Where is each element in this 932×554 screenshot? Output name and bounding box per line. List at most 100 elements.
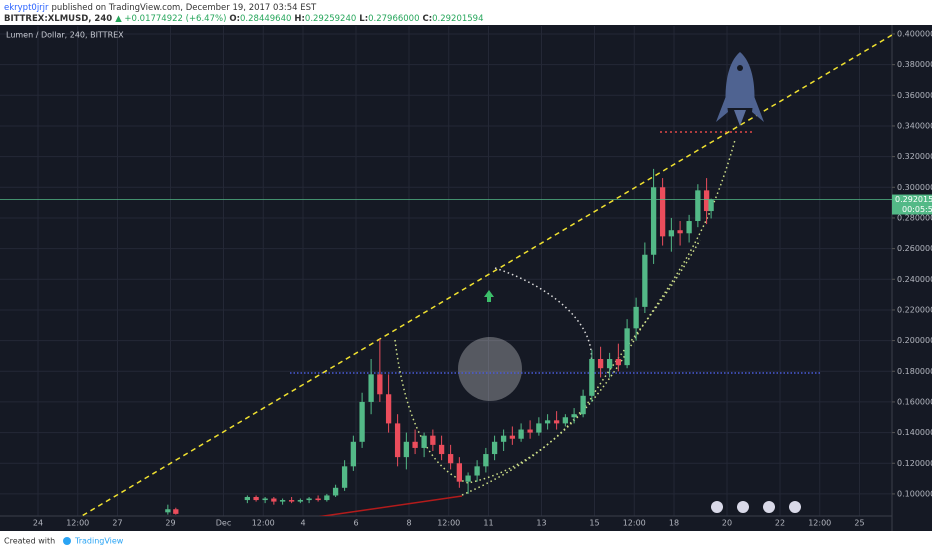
candle-body — [271, 498, 277, 502]
x-tick-label: 29 — [165, 519, 175, 528]
candle-body — [677, 230, 683, 234]
x-tick-label: 12:00 — [252, 519, 275, 528]
arrow-up — [484, 290, 494, 302]
candle-body — [642, 254, 648, 307]
x-tick-label: 12:00 — [437, 519, 460, 528]
candle-body — [288, 500, 295, 502]
candle-body — [262, 498, 268, 501]
candle-body — [686, 221, 692, 234]
candle-body — [474, 466, 480, 476]
x-tick-label: 25 — [854, 519, 864, 528]
candle-body — [615, 359, 622, 366]
support-line — [318, 495, 463, 516]
x-tick-label: 15 — [589, 519, 599, 528]
candle-body — [456, 463, 463, 482]
symbol: BITTREX:XLMUSD, 240 — [4, 14, 112, 24]
candle-body — [279, 500, 286, 502]
ohlc-label: O: — [229, 14, 240, 24]
x-tick-label: 11 — [483, 519, 493, 528]
candle-body — [332, 487, 339, 496]
y-tick-label: 0.36000000 — [897, 91, 932, 100]
candle-body — [297, 500, 304, 502]
y-tick-label: 0.24000000 — [897, 275, 932, 284]
candle-body — [491, 441, 498, 455]
ohlc-value: 0.29201594 — [432, 14, 483, 24]
candle-body — [447, 454, 454, 464]
rocket — [716, 52, 764, 126]
x-tick-label: 20 — [722, 519, 732, 528]
x-tick-label: 13 — [536, 519, 546, 528]
candle-body — [509, 435, 516, 439]
published: published on TradingView.com, December 1… — [52, 3, 317, 13]
candle-body — [668, 230, 675, 237]
candle-body — [536, 423, 542, 433]
chart-background — [0, 25, 932, 531]
header-line: ekrypt0jrjr published on TradingView.com,… — [4, 3, 317, 13]
candle-body — [350, 441, 357, 467]
brand[interactable]: TradingView — [74, 537, 124, 546]
ohlc-value: 0.28449640 — [240, 14, 291, 24]
x-tick-label: 6 — [353, 519, 358, 528]
candle-body — [659, 187, 666, 237]
candle-body — [527, 429, 533, 433]
candles — [165, 168, 714, 515]
x-tick-label: 22 — [775, 519, 785, 528]
candle-body — [544, 420, 551, 424]
candle-body — [500, 435, 507, 442]
y-tick-label: 0.22000000 — [897, 305, 932, 314]
x-tick-label: 4 — [300, 519, 305, 528]
candle-body — [465, 475, 471, 482]
candle-body — [571, 414, 577, 418]
y-tick-label: 0.12000000 — [897, 459, 932, 468]
author[interactable]: ekrypt0jrjr — [4, 3, 49, 13]
candle-body — [394, 423, 401, 458]
candle-body — [430, 435, 436, 445]
candle-body — [624, 328, 630, 366]
last-price-label: 0.29201594 — [895, 195, 932, 204]
candle-body — [597, 359, 604, 369]
candle-body — [403, 441, 410, 458]
candle-body — [518, 429, 524, 439]
x-tick-label: 8 — [406, 519, 411, 528]
candle-body — [306, 498, 312, 501]
footer-background — [0, 531, 932, 550]
candle-body — [324, 495, 330, 501]
curve — [394, 139, 736, 484]
candle-body — [633, 306, 639, 329]
y-tick-label: 0.14000000 — [897, 428, 932, 437]
candle-body — [341, 466, 348, 488]
circle-drawing — [458, 337, 522, 401]
candle-body — [703, 190, 710, 212]
y-tick-label: 0.40000000 — [897, 29, 932, 38]
countdown: 00:05:57 — [902, 205, 932, 214]
candle-body — [315, 498, 321, 501]
x-tick-label: 24 — [33, 519, 43, 528]
ohlc-value: 0.29259240 — [305, 14, 356, 24]
ohlc-label: C: — [422, 14, 432, 24]
y-tick-label: 0.30000000 — [897, 183, 932, 192]
candle-body — [606, 359, 613, 369]
candle-body — [412, 441, 418, 448]
candle-body — [244, 496, 251, 501]
ohlc-value: 0.27966000 — [368, 14, 419, 24]
x-tick-label: 12:00 — [623, 519, 646, 528]
y-tick-label: 0.16000000 — [897, 397, 932, 406]
y-tick-label: 0.20000000 — [897, 336, 932, 345]
candle-body — [173, 509, 179, 514]
candle-body — [165, 509, 171, 513]
y-tick-label: 0.18000000 — [897, 367, 932, 376]
x-tick-label: 27 — [112, 519, 122, 528]
change: ▲ +0.01774922 (+6.47%) — [115, 14, 226, 24]
candle-body — [385, 394, 392, 424]
event-icons — [711, 501, 801, 513]
drawings — [80, 34, 892, 516]
candle-body — [438, 444, 445, 455]
y-tick-label: 0.26000000 — [897, 244, 932, 253]
candle-body — [359, 401, 365, 442]
brand-logo — [63, 537, 71, 545]
x-tick-label: 12:00 — [66, 519, 89, 528]
y-tick-label: 0.28000000 — [897, 213, 932, 222]
candle-body — [368, 374, 374, 402]
symbol-line: BITTREX:XLMUSD, 240 ▲ +0.01774922 (+6.47%… — [4, 14, 484, 24]
